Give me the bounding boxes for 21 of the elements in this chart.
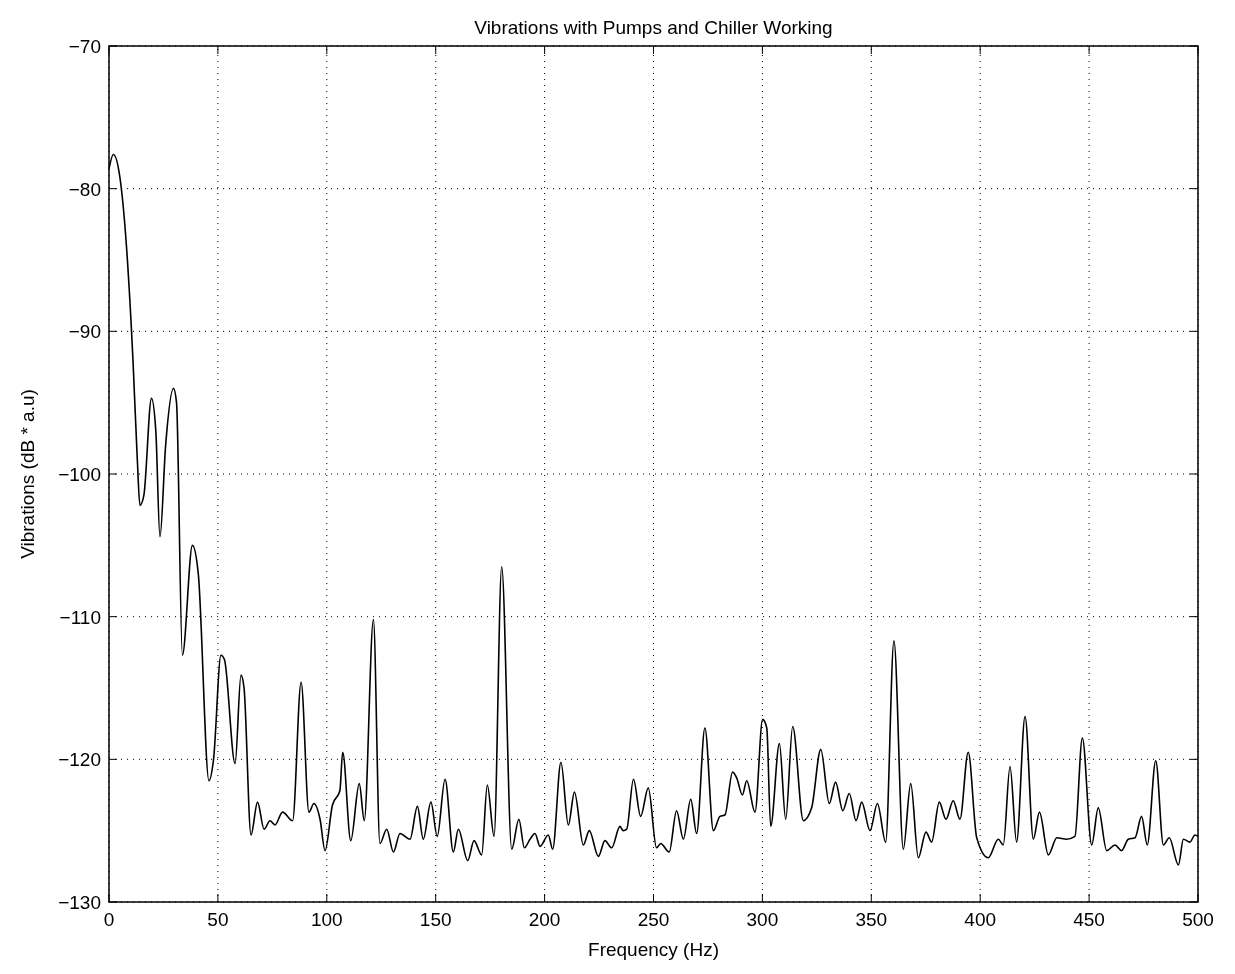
x-tick-label: 500 bbox=[1182, 909, 1214, 930]
x-tick-label: 250 bbox=[637, 909, 670, 930]
y-tick-label: −120 bbox=[58, 749, 101, 771]
y-tick-label: −110 bbox=[59, 606, 101, 628]
chart-title: Vibrations with Pumps and Chiller Working bbox=[474, 17, 833, 38]
x-tick-label: 200 bbox=[528, 909, 561, 930]
y-tick-label: −80 bbox=[68, 178, 101, 200]
x-tick-label: 150 bbox=[419, 909, 452, 930]
x-tick-label: 350 bbox=[855, 909, 888, 930]
x-tick-label: 400 bbox=[964, 909, 997, 930]
y-tick-label: −130 bbox=[58, 892, 101, 913]
y-tick-label: −100 bbox=[58, 464, 101, 485]
x-tick-label: 100 bbox=[310, 909, 343, 930]
y-tick-label: −70 bbox=[68, 36, 101, 57]
x-tick-label: 50 bbox=[207, 909, 229, 930]
x-tick-label: 0 bbox=[103, 909, 115, 930]
y-axis-title: Vibrations (dB * a.u) bbox=[17, 389, 38, 559]
x-tick-label: 300 bbox=[746, 909, 779, 930]
x-tick-label: 450 bbox=[1073, 909, 1105, 930]
x-axis-title: Frequency (Hz) bbox=[588, 939, 719, 960]
y-tick-label: −90 bbox=[68, 321, 101, 343]
